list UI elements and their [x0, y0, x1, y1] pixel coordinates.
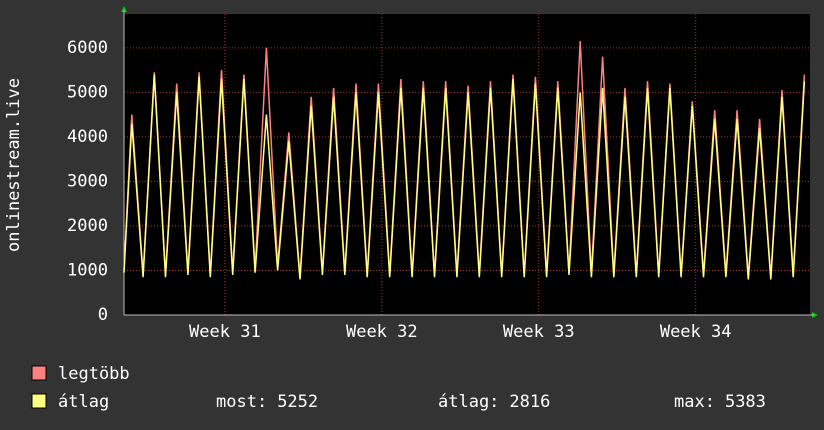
axis-arrow [812, 312, 818, 318]
legend-label: átlag [58, 392, 109, 412]
legend-label: legtöbb [58, 364, 130, 384]
legend-swatch [31, 393, 47, 409]
series-line [123, 74, 806, 280]
y-tick-label: 4000 [67, 127, 108, 147]
stat-value: 2816 [509, 392, 550, 412]
y-tick-label: 0 [98, 305, 108, 325]
y-tick-label: 6000 [67, 38, 108, 58]
x-tick-label: Week 33 [503, 322, 575, 342]
axis-arrow [121, 6, 127, 12]
y-tick-label: 1000 [67, 260, 108, 280]
stat-label: max: [674, 392, 715, 412]
stat-label: most: [216, 392, 267, 412]
stat-label: átlag: [438, 392, 499, 412]
x-tick-label: Week 31 [189, 322, 261, 342]
x-tick-label: Week 32 [346, 322, 418, 342]
stat-value: 5383 [725, 392, 766, 412]
y-axis-label: onlinestream.live [4, 78, 24, 252]
legend-swatch [31, 365, 47, 381]
y-tick-label: 3000 [67, 171, 108, 191]
y-tick-label: 2000 [67, 216, 108, 236]
x-tick-label: Week 34 [660, 322, 732, 342]
stat-value: 5252 [277, 392, 318, 412]
y-tick-label: 5000 [67, 82, 108, 102]
